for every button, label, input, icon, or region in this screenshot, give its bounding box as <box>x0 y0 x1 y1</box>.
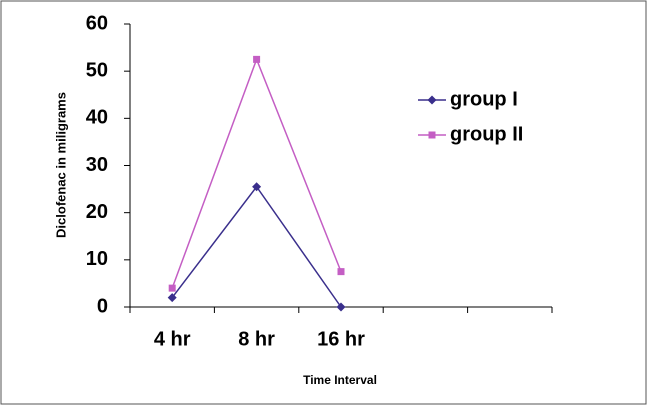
marker <box>167 293 177 303</box>
x-axis-label: Time Interval <box>303 373 377 387</box>
legend-label: group II <box>450 123 523 145</box>
marker <box>168 284 176 292</box>
legend-label: group I <box>450 88 518 110</box>
marker <box>252 182 262 192</box>
x-tick-label: 4 hr <box>154 328 191 350</box>
marker <box>253 55 261 63</box>
y-tick-label: 60 <box>86 12 108 34</box>
y-tick-label: 10 <box>86 248 108 270</box>
x-tick-label: 8 hr <box>238 328 275 350</box>
x-tick-label: 16 hr <box>317 328 365 350</box>
y-tick-label: 0 <box>97 295 108 317</box>
y-axis-label: Diclofenac in miligrams <box>53 92 68 238</box>
y-tick-label: 20 <box>86 201 108 223</box>
y-tick-label: 40 <box>86 107 108 129</box>
marker <box>428 131 436 139</box>
marker <box>337 268 345 276</box>
marker <box>427 95 437 105</box>
y-tick-label: 30 <box>86 154 108 176</box>
y-tick-label: 50 <box>86 59 108 81</box>
marker <box>336 302 346 312</box>
